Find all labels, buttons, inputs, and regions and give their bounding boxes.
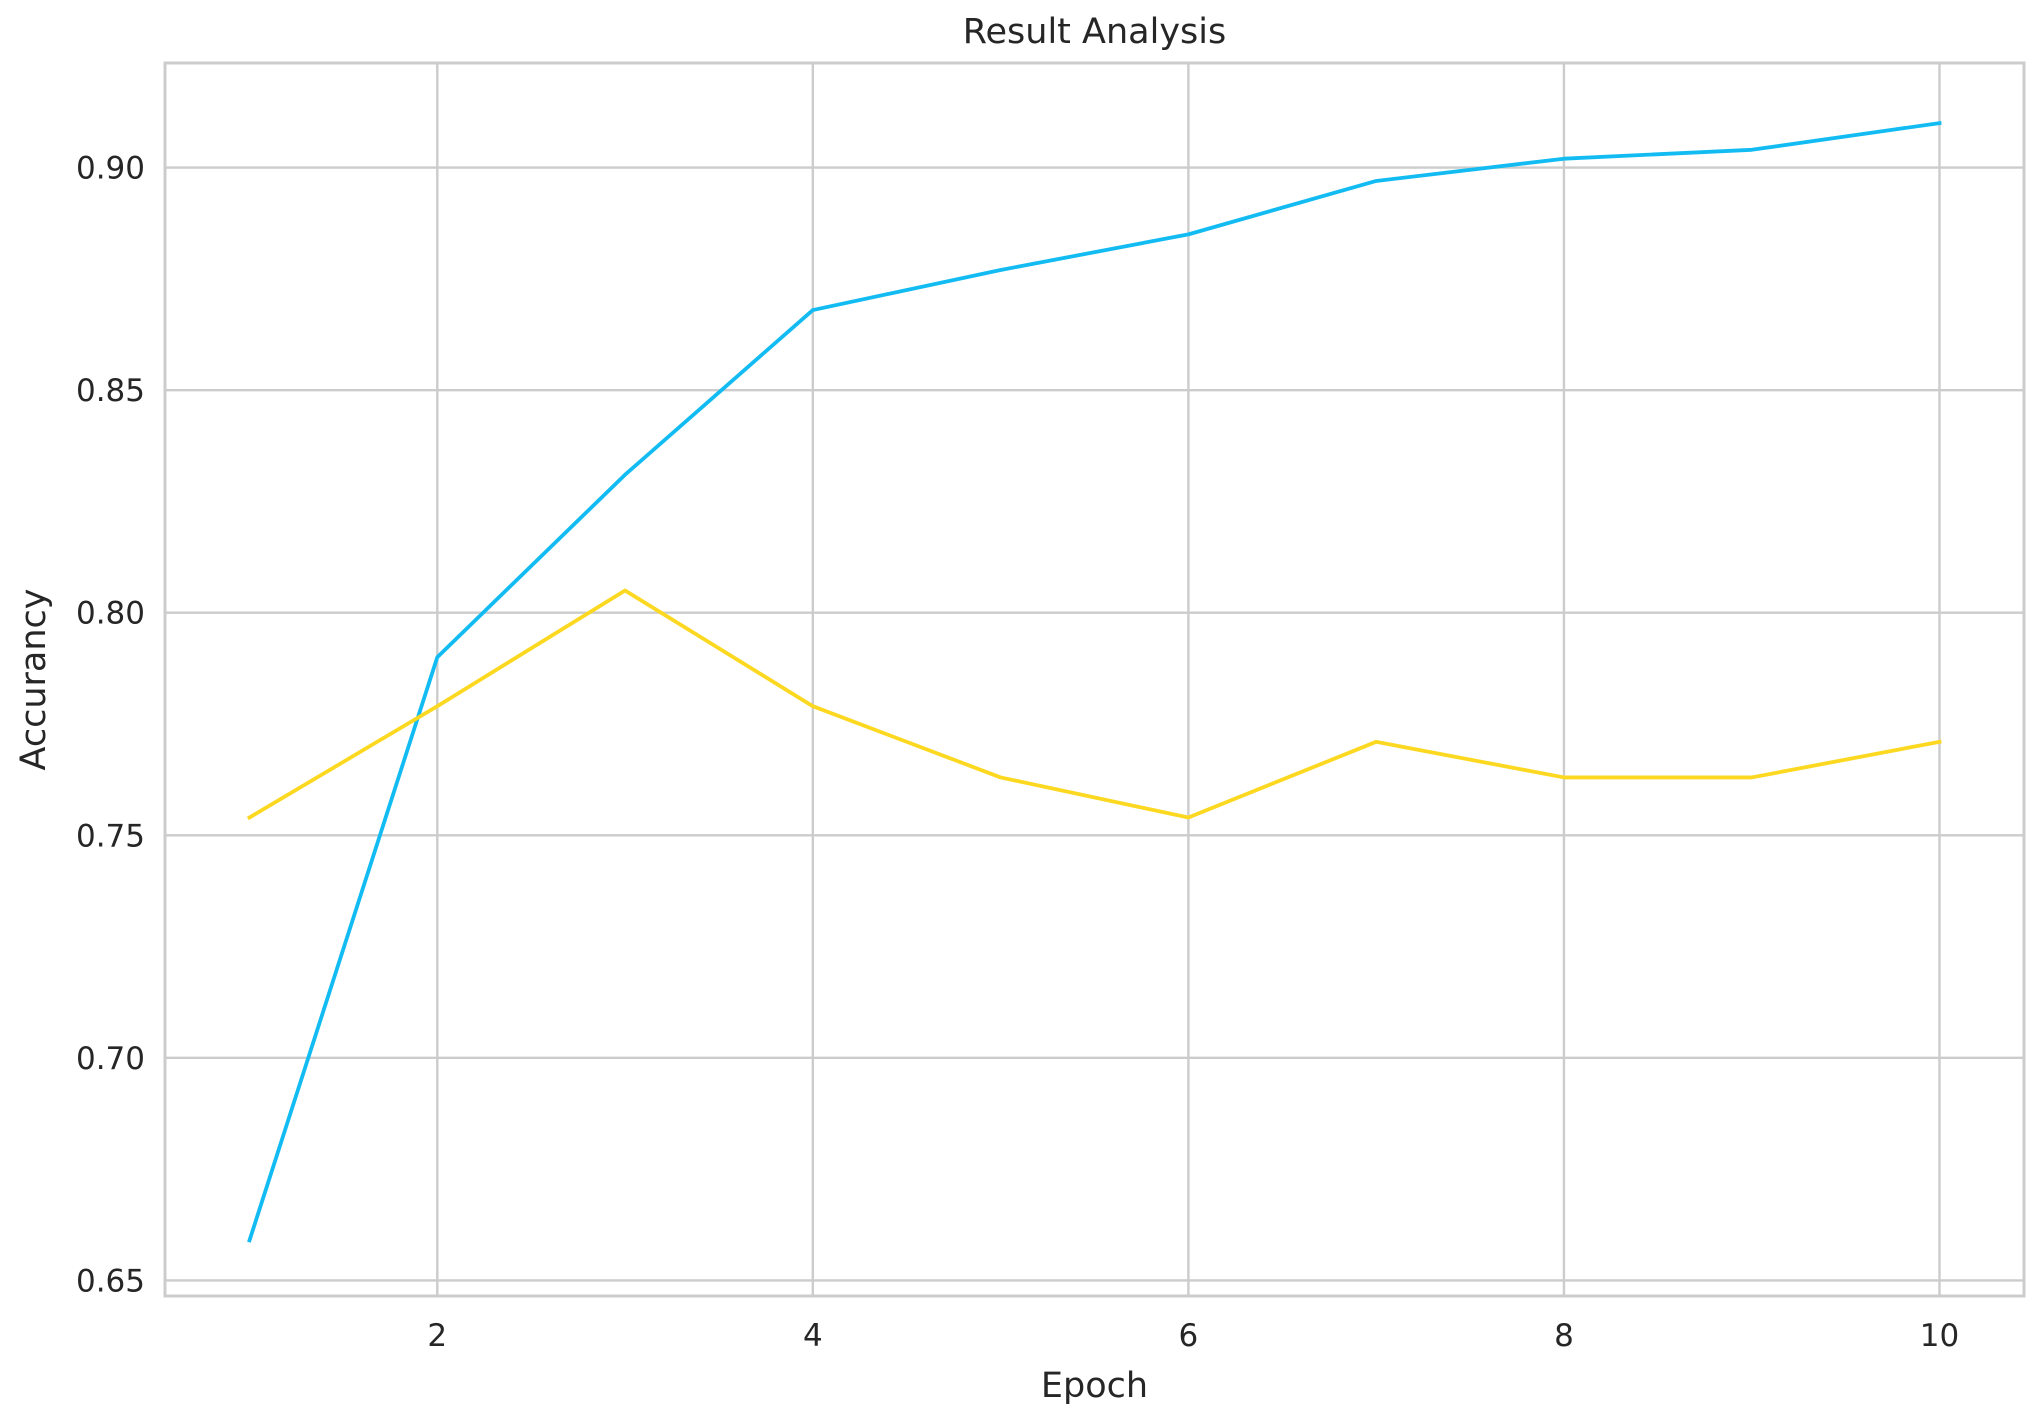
x-tick-label: 6 [1179, 1318, 1199, 1354]
y-tick-label: 0.80 [76, 596, 145, 632]
plot-frame [163, 61, 2026, 1298]
x-axis-label: Epoch [1041, 1366, 1148, 1406]
y-tick-label: 0.90 [76, 151, 145, 187]
y-tick-labels: 0.65 0.70 0.75 0.80 0.85 0.90 [76, 151, 145, 1300]
x-tick-label: 8 [1554, 1318, 1574, 1354]
x-tick-label: 10 [1920, 1318, 1959, 1354]
y-tick-label: 0.75 [76, 818, 145, 854]
grid [165, 63, 2024, 1296]
y-tick-label: 0.85 [76, 373, 145, 409]
chart-title: Result Analysis [963, 12, 1226, 52]
y-tick-label: 0.70 [76, 1041, 145, 1077]
x-tick-labels: 2 4 6 8 10 [427, 1318, 1959, 1354]
x-tick-label: 2 [427, 1318, 447, 1354]
series-line-2 [246, 588, 1942, 821]
x-tick-label: 4 [803, 1318, 823, 1354]
series-line-1 [247, 120, 1942, 1243]
y-tick-label: 0.65 [76, 1263, 145, 1299]
y-axis-label: Accurancy [14, 589, 54, 771]
series-group [246, 120, 1942, 1243]
